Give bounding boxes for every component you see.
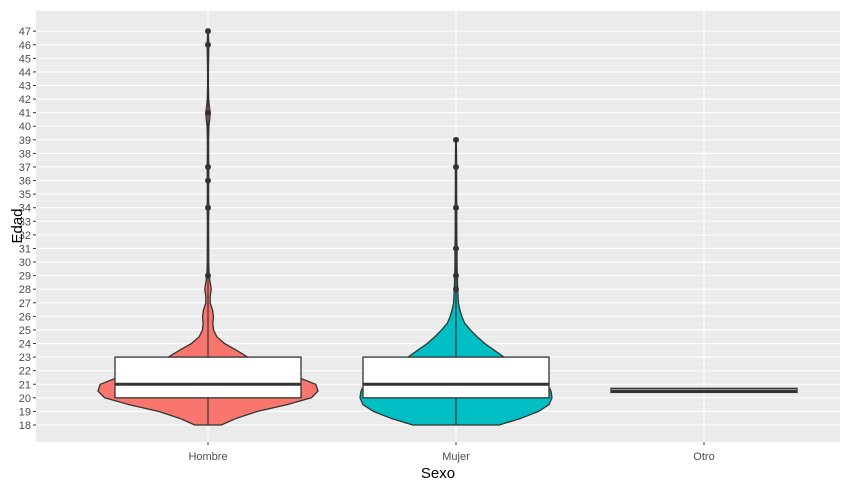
box-hombre xyxy=(114,356,302,399)
outlier-points xyxy=(205,28,459,293)
y-tick-label: 26 xyxy=(19,311,31,323)
outlier-point xyxy=(453,286,459,293)
x-tick-label: Mujer xyxy=(442,451,470,463)
y-tick-label: 25 xyxy=(19,325,31,337)
y-tick-label: 29 xyxy=(19,271,31,283)
outlier-point xyxy=(453,163,459,170)
outlier-point xyxy=(205,28,211,35)
y-tick-label: 23 xyxy=(19,352,31,364)
y-tick-label: 22 xyxy=(19,366,31,378)
y-tick-label: 24 xyxy=(19,339,31,351)
box-mujer xyxy=(362,356,550,399)
y-tick-label: 21 xyxy=(19,379,31,391)
y-tick-label: 42 xyxy=(19,94,31,106)
y-tick-label: 30 xyxy=(19,257,31,269)
outlier-point xyxy=(453,272,459,279)
y-tick-label: 36 xyxy=(19,176,31,188)
y-tick-label: 39 xyxy=(19,135,31,147)
y-tick-label: 20 xyxy=(19,393,31,405)
grid-major xyxy=(36,11,840,442)
y-tick-label: 35 xyxy=(19,189,31,201)
y-tick-label: 41 xyxy=(19,108,31,120)
outlier-point xyxy=(453,136,459,143)
y-tick-label: 32 xyxy=(19,230,31,242)
y-tick-label: 44 xyxy=(19,67,31,79)
y-tick-label: 27 xyxy=(19,298,31,310)
outlier-point xyxy=(205,204,211,211)
x-tick-label: Hombre xyxy=(188,451,227,463)
y-tick-label: 43 xyxy=(19,81,31,93)
y-axis-title: Edad xyxy=(9,208,26,243)
y-tick-label: 40 xyxy=(19,121,31,133)
outlier-point xyxy=(205,272,211,279)
y-tick-label: 33 xyxy=(19,216,31,228)
y-tick-label: 47 xyxy=(19,26,31,38)
y-tick-label: 19 xyxy=(19,406,31,418)
outlier-point xyxy=(205,177,211,184)
x-axis: Hombre Mujer Otro xyxy=(188,442,715,463)
boxplots xyxy=(114,356,798,399)
y-tick-label: 38 xyxy=(19,148,31,160)
outlier-point xyxy=(205,163,211,170)
y-tick-label: 28 xyxy=(19,284,31,296)
y-tick-label: 46 xyxy=(19,40,31,52)
y-tick-label: 45 xyxy=(19,53,31,65)
x-axis-title: Sexo xyxy=(421,465,455,482)
y-tick-label: 18 xyxy=(19,420,31,432)
y-tick-label: 37 xyxy=(19,162,31,174)
outlier-point xyxy=(205,41,211,48)
y-tick-label: 31 xyxy=(19,243,31,255)
outlier-point xyxy=(453,204,459,211)
outlier-point xyxy=(453,245,459,252)
y-tick-label: 34 xyxy=(19,203,31,215)
x-tick-label: Otro xyxy=(693,451,714,463)
outlier-point xyxy=(205,109,211,116)
